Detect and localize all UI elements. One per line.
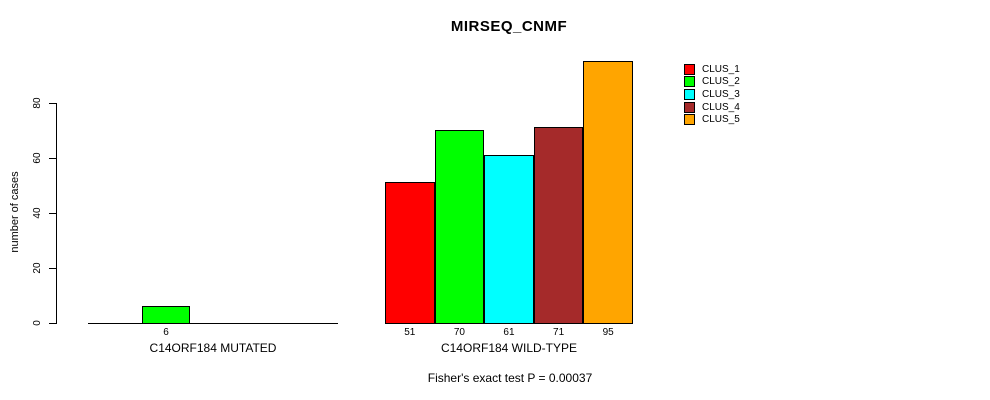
legend-swatch-clus_5: [684, 114, 695, 126]
fisher-test-annotation: Fisher's exact test P = 0.00037: [427, 371, 593, 385]
y-axis-line: [56, 102, 58, 324]
bar-clus_1: [385, 182, 435, 324]
bar-value-label: 70: [453, 326, 465, 338]
y-tick-label: 60: [32, 151, 43, 164]
y-tick-mark: [49, 322, 56, 324]
legend-label: CLUS_2: [702, 76, 740, 88]
group-label: C14ORF184 MUTATED: [149, 341, 277, 355]
y-tick-label: 80: [32, 96, 43, 109]
group-label: C14ORF184 WILD-TYPE: [440, 341, 578, 355]
legend-swatch-clus_3: [684, 88, 695, 100]
legend-swatch-clus_2: [684, 76, 695, 88]
y-axis-label: number of cases: [9, 171, 21, 253]
bar-clus_5: [583, 61, 633, 324]
legend-item-clus_1: CLUS_1: [684, 63, 740, 76]
y-tick-mark: [49, 157, 56, 159]
legend-label: CLUS_3: [702, 88, 740, 100]
legend: CLUS_1 CLUS_2 CLUS_3 CLUS_4 CLUS_5: [684, 63, 740, 126]
bar-clus_4: [533, 127, 584, 324]
legend-item-clus_3: CLUS_3: [684, 88, 740, 101]
y-tick-mark: [49, 212, 56, 214]
legend-label: CLUS_5: [702, 114, 740, 126]
legend-swatch-clus_1: [684, 63, 695, 75]
bar-value-label: 95: [602, 326, 614, 338]
y-tick-label: 0: [32, 319, 43, 326]
legend-label: CLUS_1: [702, 63, 740, 75]
bar-value-label: 71: [553, 326, 565, 338]
legend-item-clus_4: CLUS_4: [684, 101, 740, 114]
y-tick-label: 20: [32, 261, 43, 274]
y-tick-mark: [49, 267, 56, 269]
bar-clus_2: [142, 306, 190, 324]
bar-clus_3: [484, 154, 534, 324]
y-tick-mark: [49, 102, 56, 104]
legend-item-clus_5: CLUS_5: [684, 113, 740, 126]
bar-value-label: 6: [163, 326, 169, 338]
chart-title: MIRSEQ_CNMF: [450, 18, 568, 35]
legend-swatch-clus_4: [684, 101, 695, 113]
legend-label: CLUS_4: [702, 101, 740, 113]
bar-clus_2: [434, 130, 485, 324]
x-axis-baseline: [88, 322, 338, 324]
y-tick-label: 40: [32, 206, 43, 219]
legend-item-clus_2: CLUS_2: [684, 76, 740, 89]
bar-value-label: 51: [404, 326, 416, 338]
bar-value-label: 61: [503, 326, 515, 338]
